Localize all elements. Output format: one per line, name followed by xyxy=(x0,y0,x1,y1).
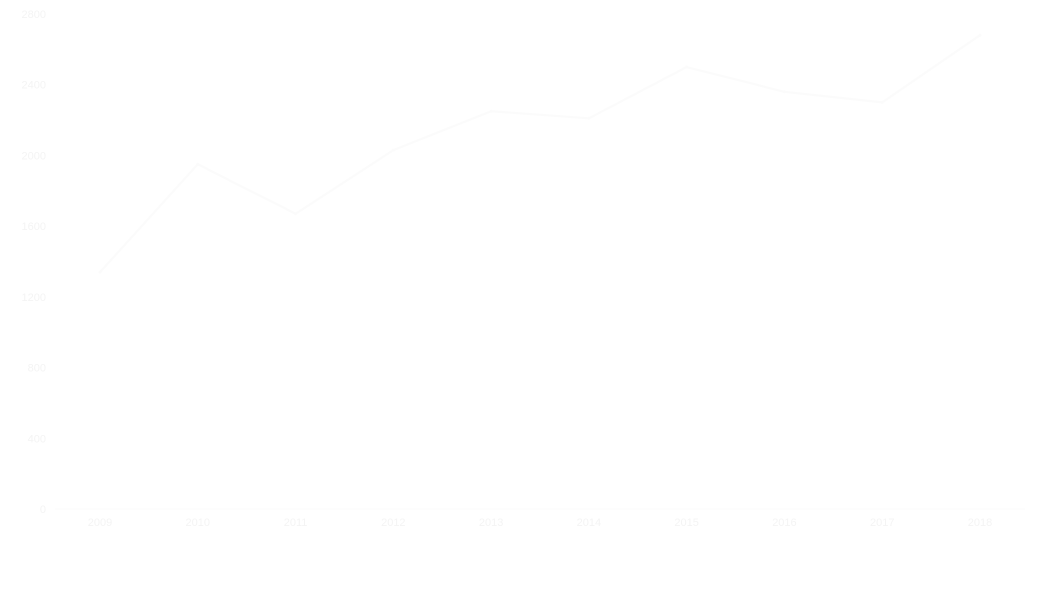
x-tick-label: 2018 xyxy=(968,517,992,529)
data-point[interactable] xyxy=(196,162,200,166)
data-point[interactable] xyxy=(782,90,786,94)
x-tick-label: 2015 xyxy=(674,517,698,529)
data-point[interactable] xyxy=(978,33,982,37)
data-point[interactable] xyxy=(98,270,102,274)
data-point[interactable] xyxy=(391,148,395,152)
series-group xyxy=(98,33,982,274)
x-tick-label: 2011 xyxy=(284,517,308,529)
y-tick-label: 800 xyxy=(28,363,46,375)
y-tick-label: 2800 xyxy=(22,9,46,21)
x-axis-ticks: 2009 2010 2011 2012 2013 2014 2015 2016 2017 2018 xyxy=(88,517,992,529)
data-point[interactable] xyxy=(880,100,884,104)
y-axis-ticks: 0 400 800 1200 1600 2000 2400 2800 xyxy=(22,9,46,516)
x-tick-label: 2012 xyxy=(381,517,405,529)
x-tick-label: 2016 xyxy=(772,517,796,529)
y-tick-label: 1600 xyxy=(22,221,46,233)
y-tick-label: 2400 xyxy=(22,80,46,92)
y-tick-label: 2000 xyxy=(22,150,46,162)
y-tick-label: 0 xyxy=(40,504,46,516)
series-line xyxy=(98,34,982,274)
x-tick-label: 2013 xyxy=(479,517,503,529)
x-tick-label: 2014 xyxy=(577,517,601,529)
data-point[interactable] xyxy=(489,109,493,113)
data-point[interactable] xyxy=(294,212,298,216)
x-tick-label: 2017 xyxy=(870,517,894,529)
data-point[interactable] xyxy=(587,116,591,120)
x-tick-label: 2009 xyxy=(88,517,112,529)
data-point[interactable] xyxy=(685,65,689,69)
x-tick-label: 2010 xyxy=(186,517,210,529)
y-tick-label: 400 xyxy=(28,433,46,445)
y-tick-label: 1200 xyxy=(22,292,46,304)
